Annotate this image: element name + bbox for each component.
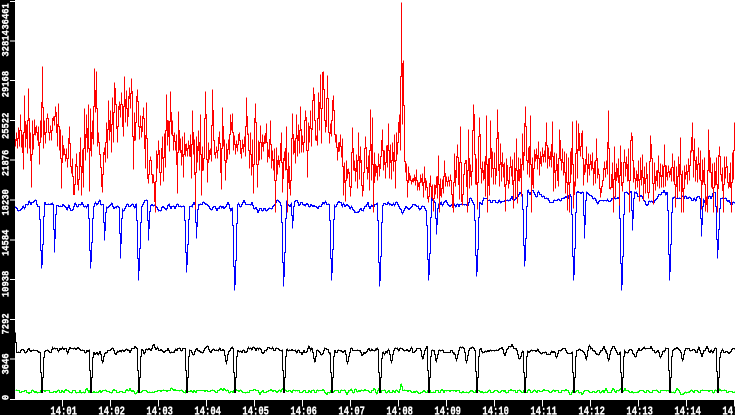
- svg-text:10938: 10938: [1, 271, 13, 298]
- svg-text:36461: 36461: [1, 3, 13, 30]
- svg-text:14:07: 14:07: [338, 405, 365, 415]
- svg-text:14:06: 14:06: [290, 405, 317, 415]
- svg-text:0: 0: [1, 395, 13, 400]
- svg-text:25522: 25522: [1, 113, 13, 140]
- svg-text:14584: 14584: [1, 230, 13, 256]
- svg-text:14:09: 14:09: [434, 405, 461, 415]
- svg-text:18230: 18230: [1, 189, 13, 216]
- svg-text:14:02: 14:02: [98, 405, 125, 415]
- svg-text:14:03: 14:03: [146, 405, 173, 415]
- svg-text:21876: 21876: [1, 150, 13, 177]
- svg-text:14:05: 14:05: [242, 405, 269, 415]
- svg-text:14:08: 14:08: [386, 405, 413, 415]
- svg-text:14:10: 14:10: [482, 405, 509, 415]
- svg-text:32814: 32814: [1, 30, 13, 57]
- svg-text:3646: 3646: [1, 353, 13, 374]
- svg-text:14:13: 14:13: [626, 405, 653, 415]
- svg-text:14:15: 14:15: [722, 405, 735, 415]
- svg-text:14:11: 14:11: [530, 405, 557, 415]
- svg-text:7292: 7292: [1, 313, 13, 334]
- svg-text:14:01: 14:01: [50, 405, 77, 415]
- svg-text:14:14: 14:14: [674, 405, 701, 415]
- svg-text:14:04: 14:04: [194, 405, 221, 415]
- svg-text:29168: 29168: [1, 71, 13, 98]
- svg-text:14:12: 14:12: [578, 405, 605, 415]
